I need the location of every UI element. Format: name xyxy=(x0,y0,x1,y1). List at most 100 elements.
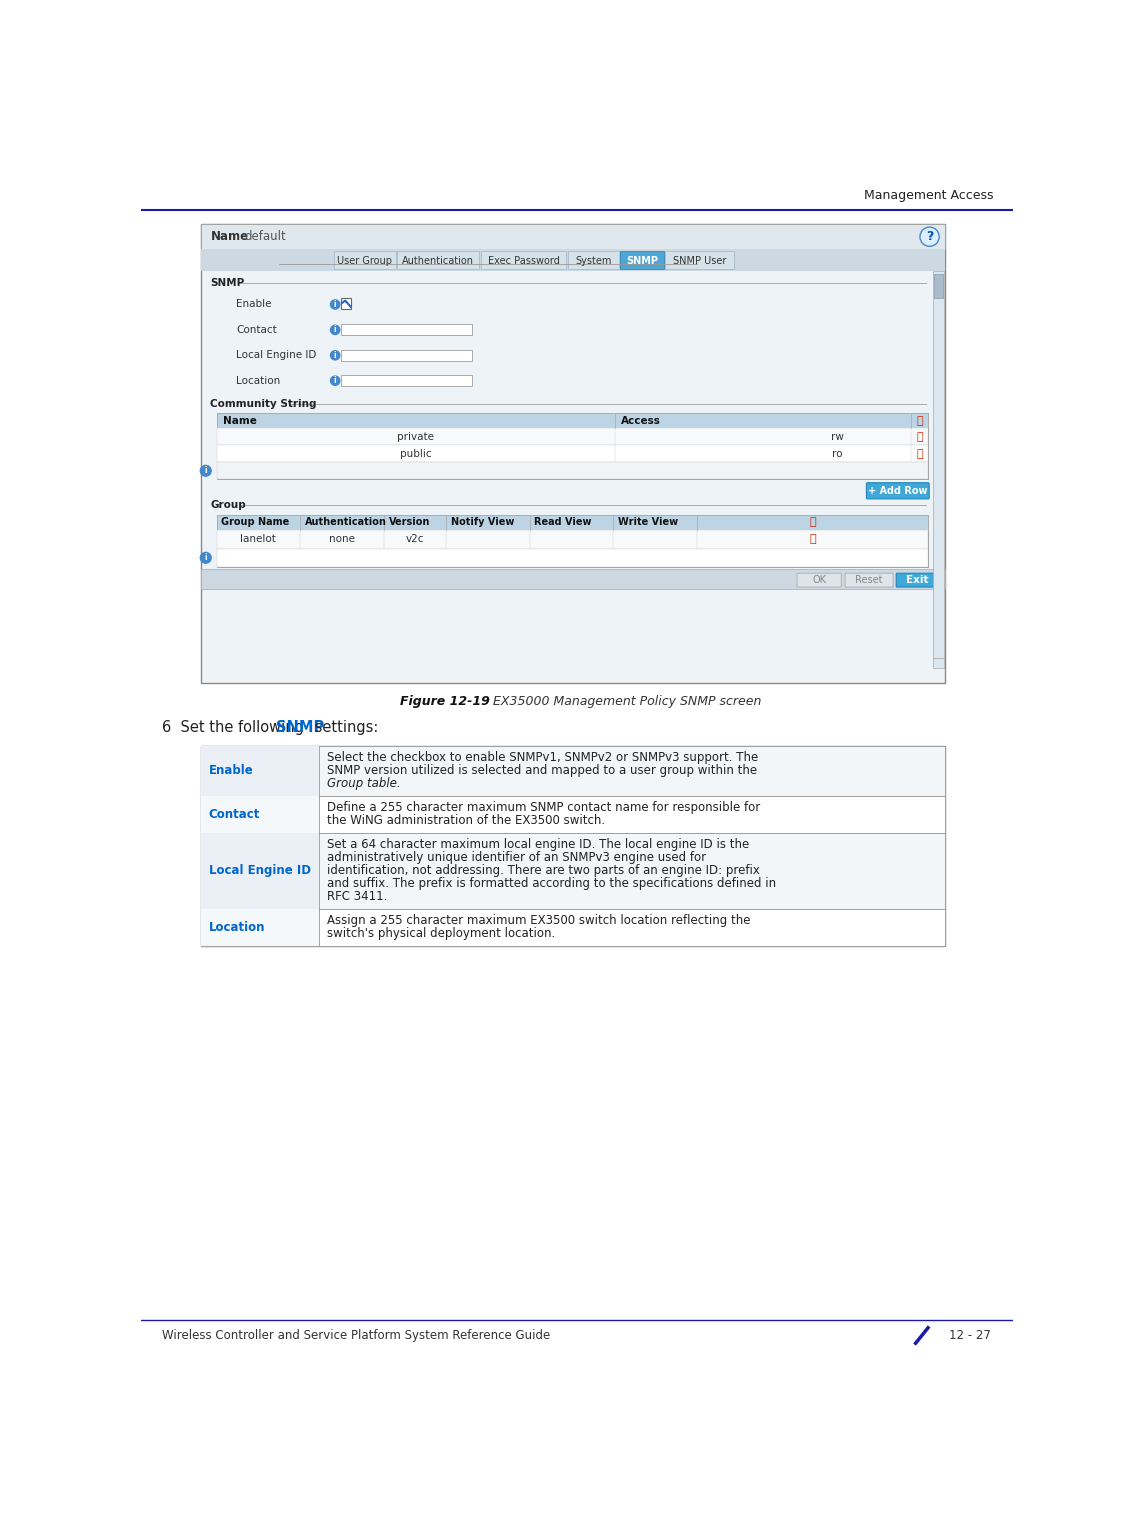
Text: ⬜: ⬜ xyxy=(916,432,922,441)
Text: Read View: Read View xyxy=(534,517,592,528)
Bar xyxy=(217,463,928,479)
Text: SNMP User: SNMP User xyxy=(673,255,726,265)
Text: default: default xyxy=(244,231,286,243)
Bar xyxy=(201,249,945,270)
Text: identification, not addressing. There are two parts of an engine ID: prefix: identification, not addressing. There ar… xyxy=(326,865,759,877)
Text: System: System xyxy=(575,255,611,265)
Text: EX35000 Management Policy SNMP screen: EX35000 Management Policy SNMP screen xyxy=(493,695,762,707)
Text: Define a 255 character maximum SNMP contact name for responsible for: Define a 255 character maximum SNMP cont… xyxy=(326,801,759,815)
Bar xyxy=(201,225,945,249)
Text: Community String: Community String xyxy=(210,399,317,408)
Text: administratively unique identifier of an SNMPv3 engine used for: administratively unique identifier of an… xyxy=(326,851,705,865)
Text: SNMP: SNMP xyxy=(626,255,658,265)
Text: Access: Access xyxy=(621,416,661,426)
Text: i: i xyxy=(334,325,336,334)
Text: Select the checkbox to enable SNMPv1, SNMPv2 or SNMPv3 support. The: Select the checkbox to enable SNMPv1, SN… xyxy=(326,751,758,765)
Text: i: i xyxy=(334,300,336,309)
FancyBboxPatch shape xyxy=(796,573,842,587)
Bar xyxy=(201,746,318,796)
Text: rw: rw xyxy=(830,432,844,441)
Text: User Group: User Group xyxy=(338,255,393,265)
Text: and suffix. The prefix is formatted according to the specifications defined in: and suffix. The prefix is formatted acco… xyxy=(326,877,776,890)
Text: ⬜: ⬜ xyxy=(916,416,922,426)
Text: Enable: Enable xyxy=(236,299,271,309)
Text: Contact: Contact xyxy=(209,807,260,821)
Text: Location: Location xyxy=(236,376,280,385)
Text: RFC 3411.: RFC 3411. xyxy=(326,890,387,904)
Text: i: i xyxy=(334,350,336,360)
Bar xyxy=(201,746,945,796)
Bar xyxy=(341,325,472,335)
Text: i: i xyxy=(334,376,336,385)
Text: Assign a 255 character maximum EX3500 switch location reflecting the: Assign a 255 character maximum EX3500 sw… xyxy=(326,915,750,927)
Circle shape xyxy=(331,350,340,360)
Bar xyxy=(217,514,928,529)
Text: settings:: settings: xyxy=(309,719,378,734)
Text: ⬜: ⬜ xyxy=(916,449,922,458)
Text: Name: Name xyxy=(223,416,256,426)
Text: SNMP version utilized is selected and mapped to a user group within the: SNMP version utilized is selected and ma… xyxy=(326,765,757,777)
Text: Set a 64 character maximum local engine ID. The local engine ID is the: Set a 64 character maximum local engine … xyxy=(326,837,749,851)
Text: Local Engine ID: Local Engine ID xyxy=(236,350,316,361)
Bar xyxy=(341,375,472,387)
Text: Group: Group xyxy=(210,501,246,510)
Text: SNMP: SNMP xyxy=(210,278,244,288)
FancyBboxPatch shape xyxy=(845,573,893,587)
Bar xyxy=(201,225,945,683)
Text: Wireless Controller and Service Platform System Reference Guide: Wireless Controller and Service Platform… xyxy=(162,1329,550,1343)
Bar xyxy=(201,796,318,833)
Text: v2c: v2c xyxy=(406,534,424,545)
Text: Local Engine ID: Local Engine ID xyxy=(209,865,310,877)
Bar xyxy=(217,549,928,567)
Bar xyxy=(480,250,566,269)
Text: Figure 12-19: Figure 12-19 xyxy=(399,695,489,707)
Text: Group table.: Group table. xyxy=(326,777,400,790)
Text: lanelot: lanelot xyxy=(241,534,277,545)
Text: Name: Name xyxy=(210,231,249,243)
Bar xyxy=(217,446,928,463)
Text: ?: ? xyxy=(926,231,934,243)
Circle shape xyxy=(200,466,212,476)
Circle shape xyxy=(331,300,340,309)
Text: Group Name: Group Name xyxy=(222,517,289,528)
Text: Authentication: Authentication xyxy=(305,517,387,528)
Circle shape xyxy=(331,376,340,385)
Text: Authentication: Authentication xyxy=(403,255,475,265)
Text: Reset: Reset xyxy=(855,575,883,586)
Bar xyxy=(201,796,945,833)
Text: Location: Location xyxy=(209,921,266,934)
Text: + Add Row: + Add Row xyxy=(868,485,927,496)
Text: 6  Set the following: 6 Set the following xyxy=(162,719,309,734)
Text: SNMP: SNMP xyxy=(277,719,324,734)
Bar xyxy=(201,833,945,909)
Circle shape xyxy=(331,325,340,335)
Bar xyxy=(665,250,734,269)
FancyBboxPatch shape xyxy=(866,482,929,499)
Text: i: i xyxy=(205,554,207,563)
Bar xyxy=(201,909,318,947)
Text: Enable: Enable xyxy=(209,765,253,777)
Text: Write View: Write View xyxy=(618,517,678,528)
FancyBboxPatch shape xyxy=(897,573,938,587)
Text: Exit: Exit xyxy=(906,575,928,586)
Bar xyxy=(217,413,928,479)
Text: OK: OK xyxy=(812,575,827,586)
Bar xyxy=(934,658,944,667)
Bar xyxy=(334,250,396,269)
Text: the WiNG administration of the EX3500 switch.: the WiNG administration of the EX3500 sw… xyxy=(326,815,605,827)
Circle shape xyxy=(200,552,212,563)
Bar xyxy=(201,833,318,909)
Text: public: public xyxy=(400,449,432,458)
Text: Management Access: Management Access xyxy=(864,190,993,202)
Text: i: i xyxy=(205,466,207,475)
Bar xyxy=(568,250,619,269)
Text: Notify View: Notify View xyxy=(451,517,514,528)
Bar xyxy=(201,909,945,947)
Text: ro: ro xyxy=(831,449,843,458)
Text: ⬜: ⬜ xyxy=(809,534,816,545)
Bar xyxy=(341,299,351,309)
Text: Version: Version xyxy=(388,517,430,528)
Bar xyxy=(201,746,945,947)
Text: private: private xyxy=(397,432,434,441)
Text: ⬜: ⬜ xyxy=(809,517,816,528)
